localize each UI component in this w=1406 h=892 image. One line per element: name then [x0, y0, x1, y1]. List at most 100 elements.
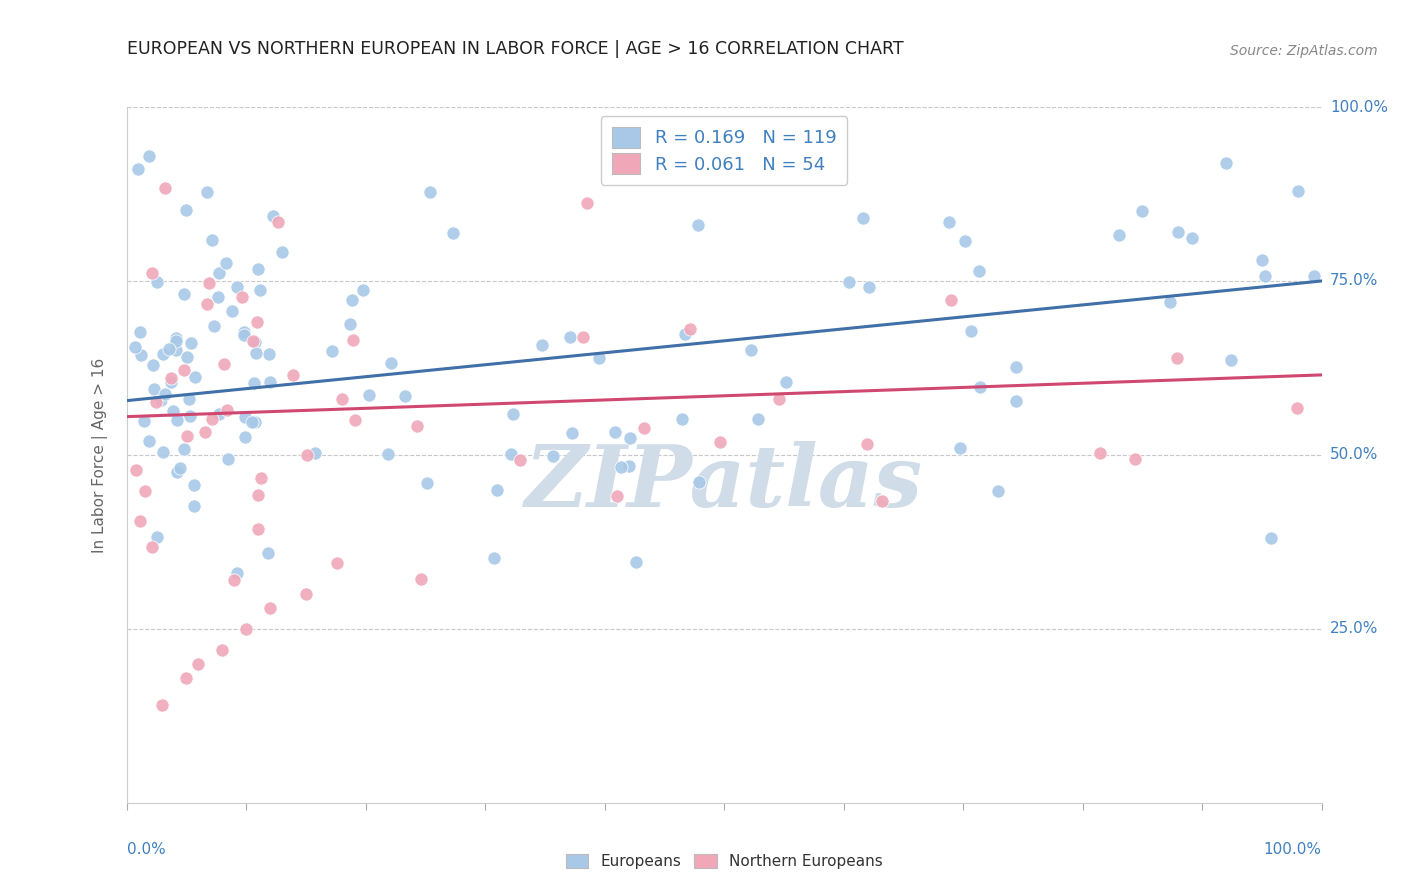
- Point: [173, 363, 195, 377]
- Point: [1159, 294, 1181, 309]
- Point: [257, 346, 280, 360]
- Point: [938, 215, 960, 229]
- Point: [162, 404, 184, 418]
- Point: [619, 431, 641, 445]
- Point: [294, 587, 316, 601]
- Text: Source: ZipAtlas.com: Source: ZipAtlas.com: [1230, 44, 1378, 58]
- Point: [1166, 351, 1188, 365]
- Point: [352, 283, 374, 297]
- Point: [176, 351, 198, 365]
- Point: [969, 264, 991, 278]
- Point: [146, 530, 169, 544]
- Point: [242, 334, 264, 349]
- Point: [201, 233, 224, 247]
- Point: [152, 347, 174, 361]
- Point: [217, 452, 239, 467]
- Point: [215, 255, 238, 269]
- Point: [499, 447, 522, 461]
- Point: [195, 297, 218, 311]
- Point: [160, 371, 183, 385]
- Point: [221, 304, 243, 318]
- Point: [245, 415, 267, 429]
- Point: [768, 392, 790, 406]
- Point: [141, 266, 163, 280]
- Point: [150, 393, 173, 408]
- Point: [225, 566, 247, 580]
- Point: [165, 343, 187, 358]
- Point: [183, 499, 205, 513]
- Point: [673, 326, 696, 341]
- Point: [159, 375, 181, 389]
- Point: [187, 657, 209, 671]
- Point: [987, 483, 1010, 498]
- Point: [1220, 352, 1243, 367]
- Text: 100.0%: 100.0%: [1264, 842, 1322, 856]
- Text: 100.0%: 100.0%: [1330, 100, 1388, 114]
- Point: [259, 601, 281, 615]
- Point: [125, 463, 148, 477]
- Point: [740, 343, 762, 357]
- Point: [969, 380, 991, 394]
- Point: [249, 283, 271, 297]
- Point: [543, 449, 565, 463]
- Point: [173, 286, 195, 301]
- Point: [671, 412, 693, 426]
- Point: [377, 446, 399, 460]
- Point: [953, 234, 976, 248]
- Point: [143, 382, 166, 396]
- Point: [1108, 228, 1130, 243]
- Point: [409, 572, 432, 586]
- Point: [633, 421, 655, 435]
- Point: [246, 315, 269, 329]
- Point: [152, 445, 174, 459]
- Point: [295, 448, 318, 462]
- Text: EUROPEAN VS NORTHERN EUROPEAN IN LABOR FORCE | AGE > 16 CORRELATION CHART: EUROPEAN VS NORTHERN EUROPEAN IN LABOR F…: [127, 40, 903, 58]
- Point: [243, 334, 266, 349]
- Point: [359, 388, 381, 402]
- Legend: R = 0.169   N = 119, R = 0.061   N = 54: R = 0.169 N = 119, R = 0.061 N = 54: [600, 116, 848, 185]
- Point: [169, 461, 191, 475]
- Point: [1302, 268, 1324, 283]
- Point: [1090, 446, 1112, 460]
- Point: [1167, 225, 1189, 239]
- Point: [176, 429, 198, 443]
- Point: [250, 471, 273, 485]
- Point: [502, 407, 524, 421]
- Point: [124, 340, 146, 354]
- Point: [134, 414, 156, 428]
- Point: [157, 343, 180, 357]
- Point: [959, 324, 981, 338]
- Point: [142, 358, 165, 372]
- Point: [619, 458, 641, 473]
- Point: [561, 426, 583, 441]
- Text: 0.0%: 0.0%: [127, 842, 166, 856]
- Point: [233, 325, 256, 339]
- Point: [1285, 401, 1308, 415]
- Point: [226, 280, 249, 294]
- Point: [1005, 394, 1028, 409]
- Point: [208, 266, 231, 280]
- Point: [165, 331, 187, 345]
- Text: 75.0%: 75.0%: [1330, 274, 1378, 288]
- Point: [872, 494, 894, 508]
- Point: [321, 343, 343, 358]
- Point: [339, 317, 361, 331]
- Point: [201, 412, 224, 426]
- Point: [243, 376, 266, 390]
- Point: [195, 185, 218, 199]
- Point: [242, 416, 264, 430]
- Point: [141, 540, 163, 554]
- Point: [174, 671, 197, 685]
- Point: [153, 180, 176, 194]
- Point: [939, 293, 962, 308]
- Point: [1181, 231, 1204, 245]
- Point: [134, 484, 156, 499]
- Point: [1250, 253, 1272, 268]
- Point: [558, 330, 581, 344]
- Point: [509, 452, 531, 467]
- Point: [212, 357, 235, 371]
- Point: [177, 392, 200, 407]
- Point: [949, 441, 972, 455]
- Point: [180, 336, 202, 351]
- Point: [686, 218, 709, 232]
